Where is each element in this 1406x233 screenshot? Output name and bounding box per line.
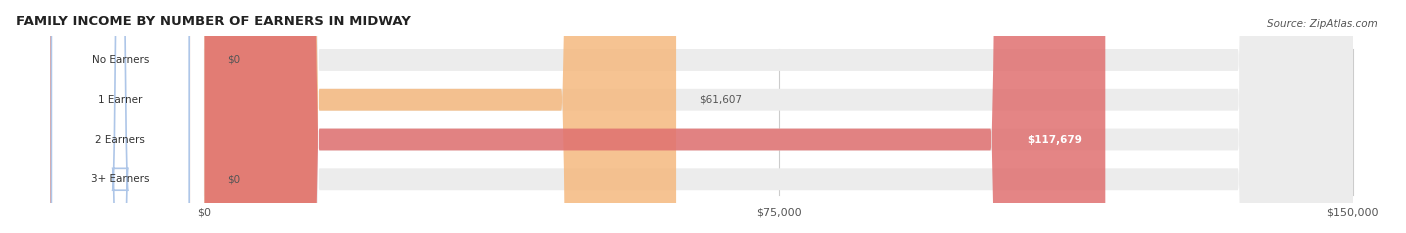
FancyBboxPatch shape [204,0,1105,233]
Text: $117,679: $117,679 [1028,134,1083,144]
Text: Source: ZipAtlas.com: Source: ZipAtlas.com [1267,19,1378,29]
FancyBboxPatch shape [52,0,190,233]
Text: $61,607: $61,607 [699,95,742,105]
FancyBboxPatch shape [204,0,676,233]
FancyBboxPatch shape [204,0,1353,233]
Text: 1 Earner: 1 Earner [98,95,142,105]
FancyBboxPatch shape [52,0,190,233]
Text: FAMILY INCOME BY NUMBER OF EARNERS IN MIDWAY: FAMILY INCOME BY NUMBER OF EARNERS IN MI… [15,15,411,28]
FancyBboxPatch shape [52,0,190,233]
Text: 3+ Earners: 3+ Earners [91,174,149,184]
FancyBboxPatch shape [204,0,1353,233]
Text: $0: $0 [228,55,240,65]
Text: 2 Earners: 2 Earners [96,134,145,144]
Text: No Earners: No Earners [91,55,149,65]
Text: $0: $0 [228,174,240,184]
FancyBboxPatch shape [52,0,190,233]
FancyBboxPatch shape [204,0,1353,233]
FancyBboxPatch shape [204,0,1353,233]
